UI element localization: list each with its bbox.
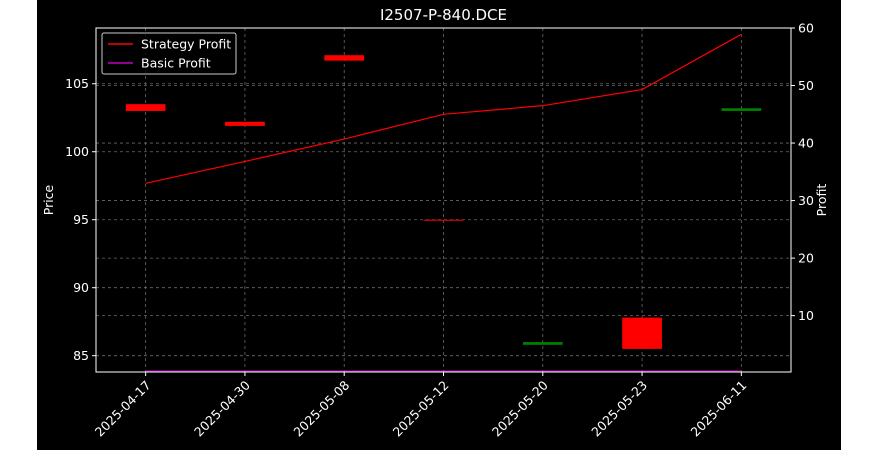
y-tick-label-left: 100 — [65, 144, 89, 159]
y-tick-label-right: 60 — [798, 21, 814, 36]
x-tick-label: 2025-05-08 — [290, 377, 352, 439]
legend: Strategy Profit Basic Profit — [101, 32, 237, 75]
y-tick-label-left: 90 — [73, 280, 89, 295]
candle-body — [324, 55, 365, 61]
y-tick-label-right: 30 — [798, 193, 814, 208]
y-tick-label-left: 85 — [73, 348, 89, 363]
x-tick-label: 2025-05-20 — [489, 377, 551, 439]
candle-body — [522, 342, 563, 345]
plot-frame — [95, 27, 792, 373]
y-tick-label-left: 95 — [73, 212, 89, 227]
line-layer — [145, 33, 742, 373]
x-tick-label: 2025-04-30 — [191, 377, 253, 439]
x-tick-label: 2025-05-23 — [588, 378, 650, 440]
y-tick-label-right: 50 — [798, 78, 814, 93]
y-tick-label-left: 105 — [65, 76, 89, 91]
legend-label-basic-profit: Basic Profit — [141, 56, 211, 71]
candle-body — [622, 317, 662, 349]
legend-box — [101, 32, 237, 75]
right-axis: 10 20 30 40 50 60 — [791, 21, 814, 323]
chart-figure: 85 90 95 100 105 10 20 30 40 50 60 2025-04-17 2025… — [37, 0, 841, 450]
candle-body — [225, 121, 265, 126]
legend-label-strategy-profit: Strategy Profit — [141, 37, 231, 52]
x-tick-label: 2025-06-11 — [687, 378, 749, 440]
candle-body — [125, 104, 166, 111]
chart-title: I2507-P-840.DCE — [380, 6, 507, 24]
grid-layer — [96, 27, 791, 372]
x-tick-label: 2025-04-17 — [92, 378, 154, 440]
candle-body — [423, 219, 464, 221]
y-tick-label-right: 10 — [798, 308, 814, 323]
y-tick-label-right: 40 — [798, 136, 814, 151]
x-axis: 2025-04-17 2025-04-30 2025-05-08 2025-05-12… — [92, 372, 749, 440]
x-tick-label: 2025-05-12 — [390, 378, 452, 440]
candle-body — [721, 108, 762, 111]
y-axis-label-left: Price — [41, 184, 56, 215]
series-line-strategy-profit — [145, 33, 742, 184]
y-tick-label-right: 20 — [798, 251, 814, 266]
left-axis: 85 90 95 100 105 — [65, 76, 96, 363]
candle-layer — [125, 55, 762, 349]
y-axis-label-right: Profit — [814, 184, 829, 217]
